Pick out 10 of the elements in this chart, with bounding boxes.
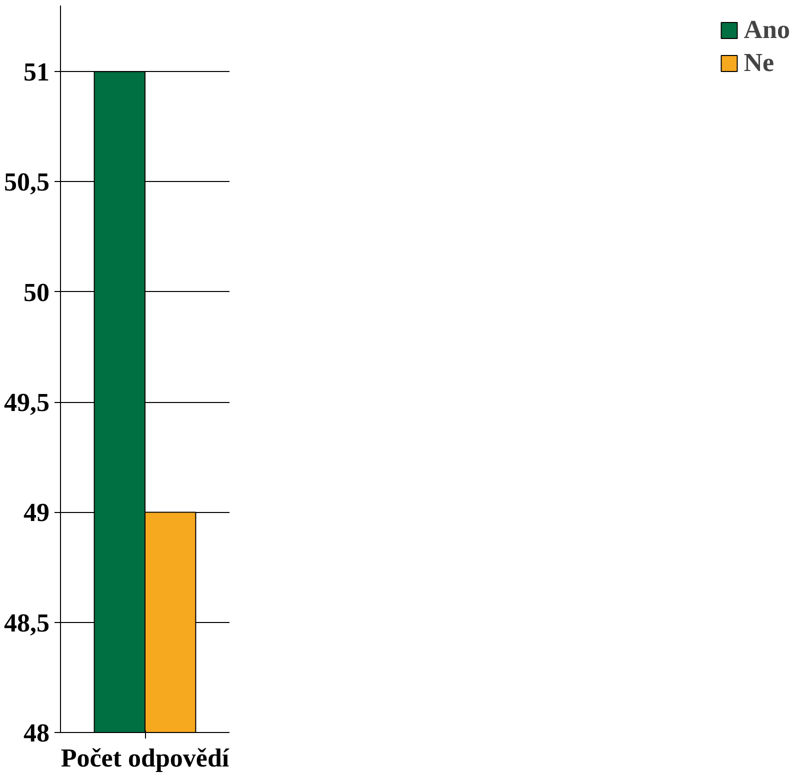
legend-label: Ano: [744, 15, 790, 45]
y-tick-label: 50,5: [4, 168, 50, 197]
legend-label: Ne: [744, 48, 774, 78]
y-tick-label: 48,5: [4, 608, 50, 638]
y-tick-label: 49: [24, 498, 50, 528]
y-tick-label: 51: [24, 58, 50, 87]
y-tick-label: 50: [24, 278, 50, 307]
x-tick-label: Počet odpovědí: [60, 744, 230, 772]
y-tick-label: 48: [24, 718, 50, 748]
y-tick-label: 49,5: [4, 388, 50, 418]
